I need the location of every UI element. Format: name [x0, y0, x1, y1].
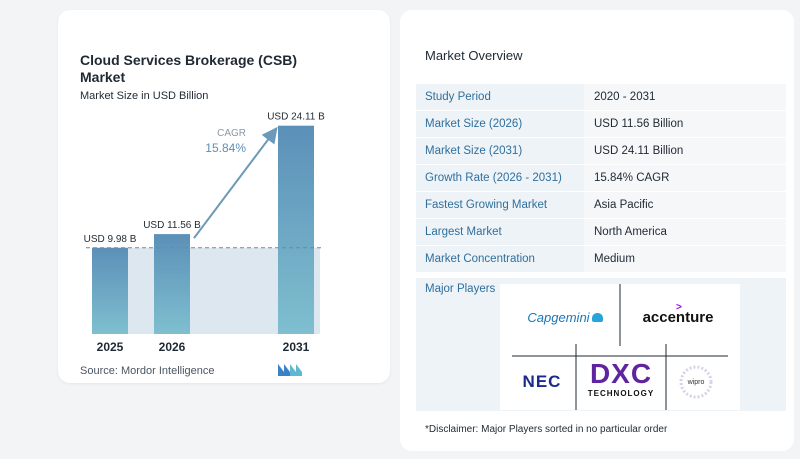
overview-row: Largest Market North America	[416, 219, 786, 246]
x-tick-label: 2025	[97, 340, 124, 354]
overview-row: Fastest Growing Market Asia Pacific	[416, 192, 786, 219]
accenture-wordmark: accenture	[642, 308, 714, 326]
dxc-logo: DXC TECHNOLOGY	[580, 350, 662, 406]
nec-logo: NEC	[512, 370, 572, 394]
bar	[278, 125, 314, 334]
dxc-wordmark: DXC	[589, 357, 653, 389]
nec-wordmark: NEC	[522, 372, 562, 391]
overview-value: 15.84% CAGR	[584, 165, 786, 191]
wipro-wordmark: wipro	[687, 378, 705, 386]
x-tick-label: 2026	[159, 340, 186, 354]
overview-row: Growth Rate (2026 - 2031) 15.84% CAGR	[416, 165, 786, 192]
mordor-logo-icon	[278, 364, 302, 376]
bar-value-label: USD 11.56 B	[143, 220, 201, 231]
overview-value: North America	[584, 219, 786, 245]
overview-value: USD 11.56 Billion	[584, 111, 786, 137]
capgemini-logo: Capgemini	[520, 306, 610, 328]
overview-row: Market Size (2031) USD 24.11 Billion	[416, 138, 786, 165]
overview-value: USD 24.11 Billion	[584, 138, 786, 164]
overview-key: Market Concentration	[416, 246, 584, 272]
overview-key: Largest Market	[416, 219, 584, 245]
overview-value: 2020 - 2031	[584, 84, 786, 110]
cagr-value: 15.84%	[205, 141, 246, 155]
capgemini-spade-icon	[591, 312, 603, 322]
overview-row: Market Concentration Medium	[416, 246, 786, 273]
chart-subtitle: Market Size in USD Billion	[80, 90, 209, 102]
overview-value: Asia Pacific	[584, 192, 786, 218]
bar-chart: USD 9.98 B 2025 USD 11.56 B 2026 USD 24.11 B…	[84, 112, 326, 354]
overview-key: Fastest Growing Market	[416, 192, 584, 218]
accenture-logo: accenture >	[628, 302, 728, 332]
capgemini-wordmark: Capgemini	[527, 309, 590, 325]
x-tick-label: 2031	[283, 340, 310, 354]
overview-key: Growth Rate (2026 - 2031)	[416, 165, 584, 191]
logo-grid-lines	[512, 284, 728, 410]
cagr-label: CAGR	[217, 128, 246, 139]
source-note: Source: Mordor Intelligence	[80, 365, 215, 377]
overview-row: Market Size (2026) USD 11.56 Billion	[416, 111, 786, 138]
overview-row: Study Period 2020 - 2031	[416, 84, 786, 111]
overview-key: Market Size (2031)	[416, 138, 584, 164]
overview-value: Medium	[584, 246, 786, 272]
cagr-arrow	[193, 126, 278, 239]
disclaimer: *Disclaimer: Major Players sorted in no …	[425, 424, 668, 435]
player-logos: Capgemini accenture > NEC DXC TECHNOLOGY…	[500, 284, 740, 410]
bar	[154, 234, 190, 334]
overview-key: Market Size (2026)	[416, 111, 584, 137]
bar	[92, 247, 128, 334]
bar-value-label: USD 9.98 B	[84, 234, 137, 245]
accenture-chevron-icon: >	[676, 302, 682, 313]
overview-table: Study Period 2020 - 2031 Market Size (202…	[416, 84, 786, 273]
overview-key: Study Period	[416, 84, 584, 110]
major-players-title: Major Players	[425, 283, 496, 295]
wipro-sunflower-icon	[679, 365, 713, 399]
wipro-logo: wipro	[676, 364, 716, 400]
chart-title: Cloud Services Brokerage (CSB) Market	[80, 52, 298, 85]
bar-value-label: USD 24.11 B	[267, 112, 325, 123]
dxc-tagline: TECHNOLOGY	[587, 388, 655, 398]
overview-title: Market Overview	[425, 48, 523, 63]
